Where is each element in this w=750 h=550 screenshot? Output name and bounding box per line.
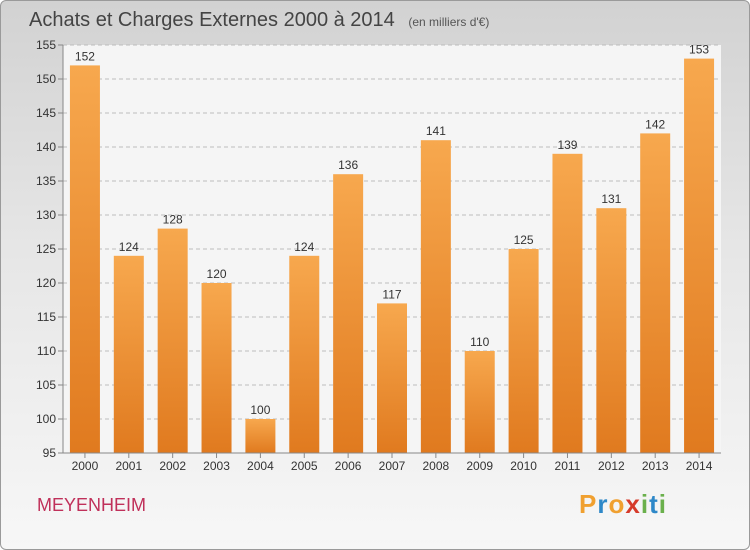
x-tick-label: 2007 [379, 459, 406, 473]
x-tick-label: 2011 [555, 459, 581, 473]
x-tick-label: 2014 [686, 459, 713, 473]
bar-2010 [508, 249, 539, 453]
value-label: 117 [382, 287, 401, 301]
y-tick-label: 100 [36, 412, 56, 426]
y-tick-label: 140 [36, 140, 56, 154]
logo-letter: P [579, 489, 598, 519]
logo-letter: x [625, 489, 641, 519]
logo-letter: t [649, 489, 659, 519]
bar-2005 [289, 255, 320, 453]
bar-2011 [552, 153, 583, 454]
value-label: 124 [119, 240, 139, 254]
y-tick-label: 145 [36, 106, 56, 120]
value-label: 136 [338, 158, 358, 172]
x-tick-label: 2003 [203, 459, 230, 473]
y-tick-label: 105 [36, 378, 56, 392]
x-tick-label: 2004 [247, 459, 274, 473]
chart-title: Achats et Charges Externes 2000 à 2014 [29, 9, 395, 31]
commune-name: MEYENHEIM [37, 495, 147, 515]
value-label: 152 [75, 49, 95, 63]
y-tick-label: 135 [36, 174, 56, 188]
logo-letter: i [658, 489, 667, 519]
bar-2001 [113, 255, 144, 453]
y-tick-label: 125 [36, 242, 56, 256]
bar-2014 [684, 58, 715, 453]
logo-letter: i [640, 489, 650, 519]
value-label: 131 [601, 192, 621, 206]
x-tick-label: 2000 [72, 459, 99, 473]
bar-2009 [464, 351, 495, 453]
bar-2008 [420, 140, 451, 453]
chart-unit: (en milliers d'€) [408, 15, 490, 29]
bar-2004 [245, 419, 276, 453]
y-tick-label: 95 [43, 446, 57, 460]
y-tick-label: 110 [37, 344, 56, 358]
y-tick-label: 115 [37, 310, 56, 324]
value-label: 153 [689, 43, 709, 57]
x-tick-label: 2012 [598, 459, 625, 473]
y-tick-label: 120 [36, 276, 56, 290]
x-tick-label: 2005 [291, 459, 318, 473]
x-tick-label: 2009 [466, 459, 493, 473]
bar-2007 [377, 303, 407, 453]
chart-title-block: Achats et Charges Externes 2000 à 2014 (… [29, 9, 489, 32]
logo-letter: r [597, 489, 609, 519]
value-label: 100 [250, 403, 270, 417]
x-tick-label: 2010 [510, 459, 537, 473]
x-tick-label: 2013 [642, 459, 669, 473]
value-label: 110 [470, 335, 489, 349]
bar-2012 [596, 208, 627, 453]
y-tick-label: 155 [36, 38, 56, 52]
x-tick-label: 2006 [335, 459, 362, 473]
bar-2002 [157, 228, 188, 453]
x-tick-label: 2008 [423, 459, 450, 473]
x-tick-label: 2001 [115, 459, 142, 473]
value-label: 139 [557, 138, 577, 152]
y-tick-label: 130 [36, 208, 56, 222]
value-label: 124 [294, 240, 314, 254]
value-label: 120 [207, 267, 227, 281]
bar-2006 [333, 174, 364, 453]
value-label: 125 [514, 233, 534, 247]
value-label: 128 [163, 213, 183, 227]
bar-2003 [201, 283, 232, 453]
bar-2000 [69, 65, 100, 454]
logo-letter: o [608, 489, 626, 519]
value-label: 141 [426, 124, 446, 138]
value-label: 142 [645, 117, 665, 131]
proxiti-logo: Proxiti [579, 489, 667, 520]
bar-2013 [640, 133, 671, 453]
x-tick-label: 2002 [159, 459, 186, 473]
y-tick-label: 150 [36, 72, 56, 86]
